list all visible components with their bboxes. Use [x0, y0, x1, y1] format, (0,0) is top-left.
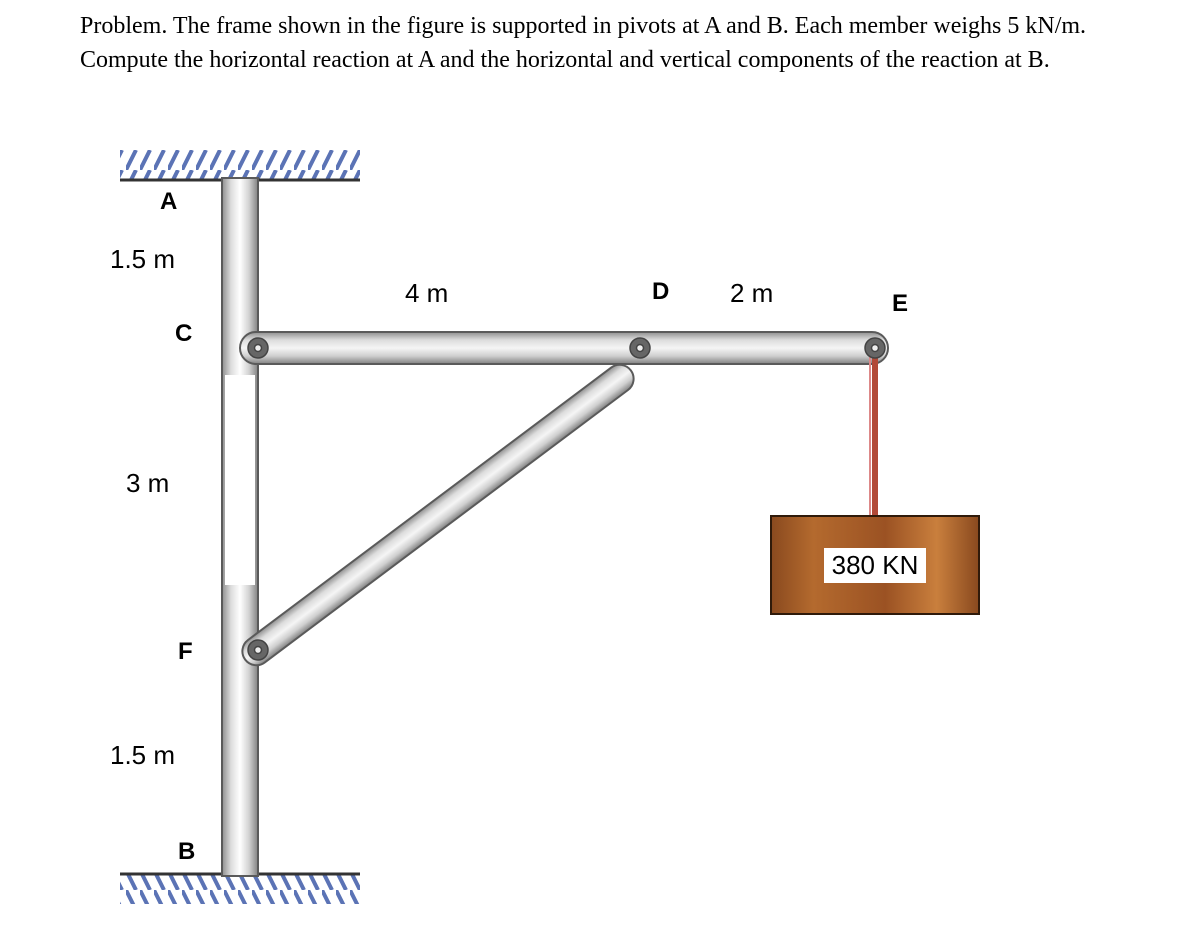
white-patch [225, 375, 255, 585]
label-f: F [178, 638, 193, 666]
label-d: D [652, 278, 669, 306]
load-box: 380 KN [770, 515, 980, 615]
load-value: 380 KN [824, 548, 927, 583]
label-b: B [178, 838, 195, 866]
dim-fb: 1.5 m [110, 740, 175, 771]
support-hatch-a [120, 150, 360, 180]
label-e: E [892, 290, 908, 318]
label-a: A [160, 188, 177, 216]
support-hatch-b [120, 874, 360, 904]
dim-cf: 3 m [126, 468, 169, 499]
label-c: C [175, 320, 192, 348]
member-fd [237, 359, 639, 671]
frame-diagram: A C F B D E 1.5 m 3 m 1.5 m 4 m 2 m 380 … [70, 150, 1070, 930]
dim-ac: 1.5 m [110, 244, 175, 275]
problem-statement: Problem. The frame shown in the figure i… [80, 10, 1160, 77]
dim-de: 2 m [730, 278, 773, 309]
member-ce [240, 332, 888, 364]
dim-cd: 4 m [405, 278, 448, 309]
